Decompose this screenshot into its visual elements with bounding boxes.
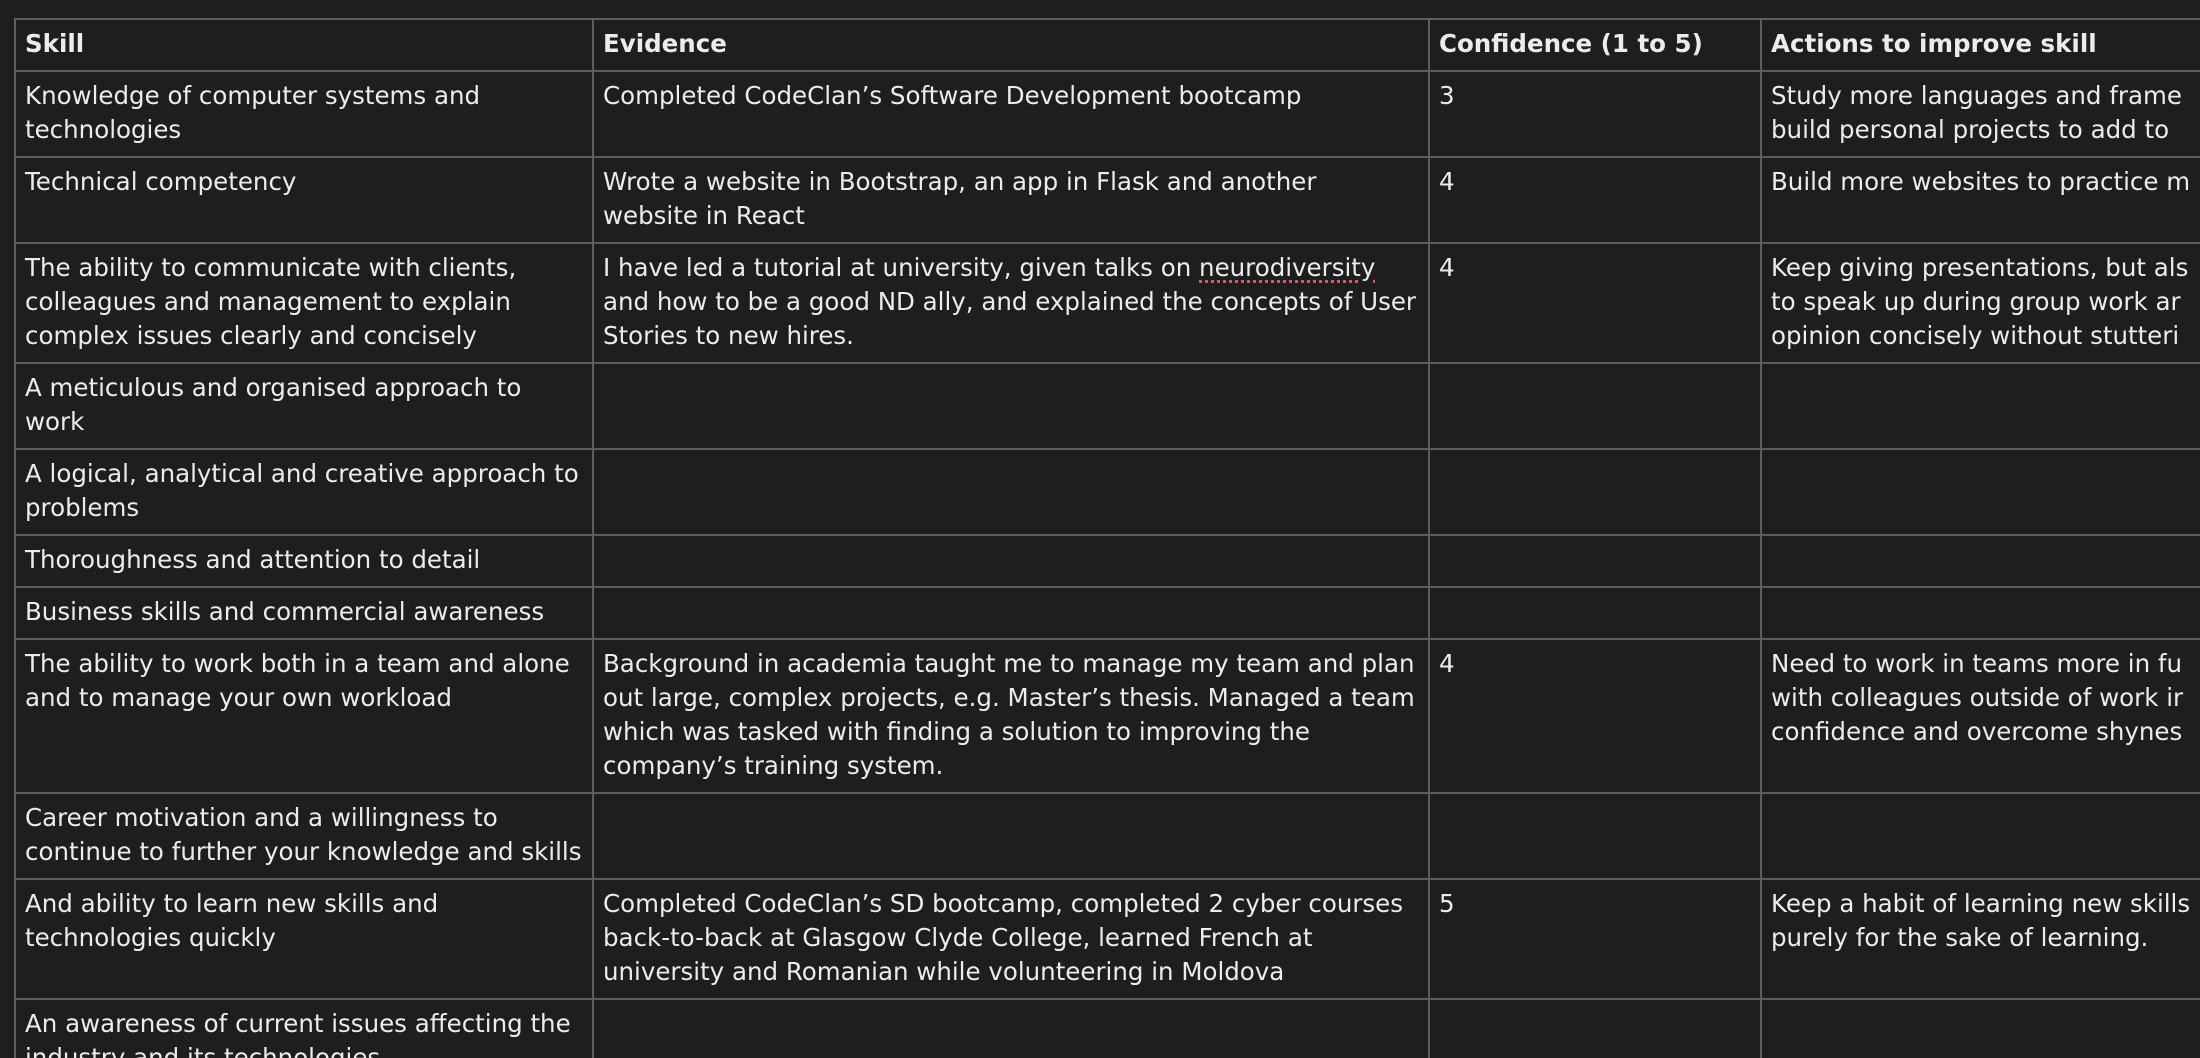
table-row: The ability to work both in a team and a… (14, 638, 2200, 794)
table-header-row: Skill Evidence Confidence (1 to 5) Actio… (14, 18, 2200, 72)
cell-actions-line: Keep a habit of learning new skills (1771, 889, 2191, 918)
cell-actions[interactable] (1760, 362, 2200, 450)
table-row: Knowledge of computer systems and techno… (14, 70, 2200, 158)
table-row: Technical competency Wrote a website in … (14, 156, 2200, 244)
table-row: Business skills and commercial awareness (14, 586, 2200, 640)
evidence-text-after: and how to be a good ND ally, and explai… (603, 287, 1416, 350)
cell-actions[interactable]: Study more languages and frame build per… (1760, 70, 2200, 158)
cell-actions[interactable]: Keep a habit of learning new skills pure… (1760, 878, 2200, 1000)
cell-evidence[interactable]: Completed CodeClan’s Software Developmen… (592, 70, 1430, 158)
cell-evidence[interactable] (592, 792, 1430, 880)
cell-skill[interactable]: Thoroughness and attention to detail (14, 534, 594, 588)
cell-skill[interactable]: Business skills and commercial awareness (14, 586, 594, 640)
cell-actions-line: purely for the sake of learning. (1771, 923, 2149, 952)
cell-actions-line: confidence and overcome shynes (1771, 717, 2183, 746)
cell-confidence[interactable]: 5 (1428, 878, 1762, 1000)
cell-skill[interactable]: Technical competency (14, 156, 594, 244)
cell-evidence[interactable] (592, 362, 1430, 450)
cell-actions[interactable]: Keep giving presentations, but als to sp… (1760, 242, 2200, 364)
cell-actions[interactable] (1760, 534, 2200, 588)
cell-skill[interactable]: Knowledge of computer systems and techno… (14, 70, 594, 158)
cell-confidence[interactable]: 4 (1428, 638, 1762, 794)
cell-actions[interactable] (1760, 792, 2200, 880)
cell-skill[interactable]: Career motivation and a willingness to c… (14, 792, 594, 880)
cell-skill[interactable]: A logical, analytical and creative appro… (14, 448, 594, 536)
cell-evidence[interactable] (592, 586, 1430, 640)
header-confidence[interactable]: Confidence (1 to 5) (1428, 18, 1762, 72)
cell-confidence[interactable]: 4 (1428, 156, 1762, 244)
cell-actions[interactable] (1760, 448, 2200, 536)
cell-actions-line: Build more websites to practice m (1771, 167, 2191, 196)
cell-confidence[interactable] (1428, 998, 1762, 1058)
cell-skill[interactable]: The ability to communicate with clients,… (14, 242, 594, 364)
header-skill[interactable]: Skill (14, 18, 594, 72)
cell-confidence[interactable] (1428, 586, 1762, 640)
cell-skill[interactable]: An awareness of current issues affecting… (14, 998, 594, 1058)
spellcheck-flagged-word[interactable]: neurodiversity (1199, 253, 1376, 282)
table-row: Career motivation and a willingness to c… (14, 792, 2200, 880)
cell-actions[interactable] (1760, 586, 2200, 640)
cell-confidence[interactable] (1428, 792, 1762, 880)
cell-actions-line: build personal projects to add to (1771, 115, 2170, 144)
cell-actions-line: with colleagues outside of work ir (1771, 683, 2184, 712)
cell-evidence[interactable]: Completed CodeClan’s SD bootcamp, comple… (592, 878, 1430, 1000)
header-actions[interactable]: Actions to improve skill (1760, 18, 2200, 72)
cell-confidence[interactable] (1428, 448, 1762, 536)
cell-evidence[interactable]: I have led a tutorial at university, giv… (592, 242, 1430, 364)
cell-actions-line: Keep giving presentations, but als (1771, 253, 2189, 282)
cell-confidence[interactable]: 4 (1428, 242, 1762, 364)
table-row: The ability to communicate with clients,… (14, 242, 2200, 364)
cell-actions[interactable]: Build more websites to practice m (1760, 156, 2200, 244)
table-row: Thoroughness and attention to detail (14, 534, 2200, 588)
cell-confidence[interactable] (1428, 534, 1762, 588)
table-row: An awareness of current issues affecting… (14, 998, 2200, 1058)
evidence-text-before: I have led a tutorial at university, giv… (603, 253, 1200, 282)
cell-actions-line: Study more languages and frame (1771, 81, 2182, 110)
cell-confidence[interactable]: 3 (1428, 70, 1762, 158)
cell-actions-line: opinion concisely without stutteri (1771, 321, 2180, 350)
cell-evidence[interactable] (592, 998, 1430, 1058)
cell-evidence[interactable]: Background in academia taught me to mana… (592, 638, 1430, 794)
cell-skill[interactable]: And ability to learn new skills and tech… (14, 878, 594, 1000)
cell-evidence[interactable] (592, 534, 1430, 588)
cell-skill[interactable]: A meticulous and organised approach to w… (14, 362, 594, 450)
cell-actions-line: to speak up during group work ar (1771, 287, 2181, 316)
table-row: A meticulous and organised approach to w… (14, 362, 2200, 450)
cell-actions[interactable]: Need to work in teams more in fu with co… (1760, 638, 2200, 794)
header-evidence[interactable]: Evidence (592, 18, 1430, 72)
cell-evidence[interactable]: Wrote a website in Bootstrap, an app in … (592, 156, 1430, 244)
cell-actions[interactable] (1760, 998, 2200, 1058)
cell-confidence[interactable] (1428, 362, 1762, 450)
skills-table: Skill Evidence Confidence (1 to 5) Actio… (14, 18, 2200, 1058)
cell-skill[interactable]: The ability to work both in a team and a… (14, 638, 594, 794)
cell-evidence[interactable] (592, 448, 1430, 536)
table-row: And ability to learn new skills and tech… (14, 878, 2200, 1000)
cell-actions-line: Need to work in teams more in fu (1771, 649, 2183, 678)
table-row: A logical, analytical and creative appro… (14, 448, 2200, 536)
